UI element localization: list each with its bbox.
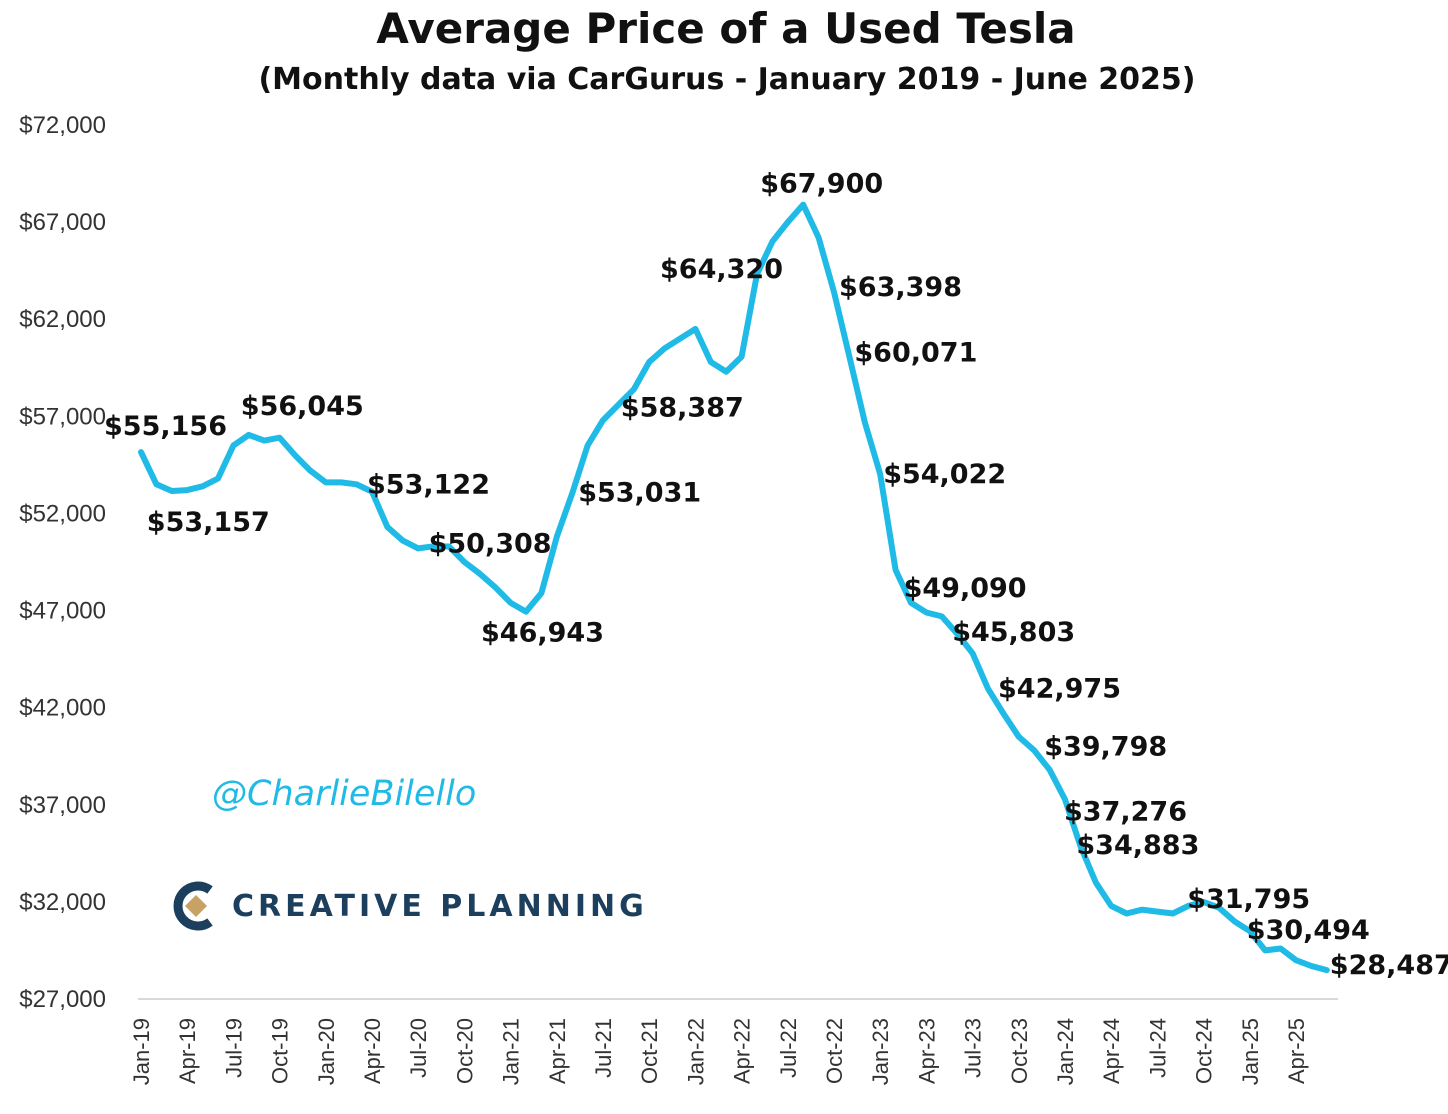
y-tick-label: $62,000 xyxy=(19,306,106,333)
x-tick-label: Apr-21 xyxy=(545,1018,570,1084)
y-tick-label: $52,000 xyxy=(19,500,106,527)
x-axis-ticks: Jan-19 Apr-19 Jul-19 Oct-19 Jan-20 Apr-20 Jul-… xyxy=(129,1018,1309,1085)
x-tick-label: Apr-23 xyxy=(914,1018,939,1084)
data-label: $50,308 xyxy=(429,528,552,559)
logo-text: CREATIVE PLANNING xyxy=(232,888,648,924)
y-tick-label: $37,000 xyxy=(19,792,106,819)
watermark-handle: @CharlieBilello xyxy=(212,774,477,814)
x-tick-label: Apr-20 xyxy=(360,1018,385,1084)
x-tick-label: Jan-25 xyxy=(1238,1018,1263,1085)
x-tick-label: Apr-22 xyxy=(730,1018,755,1084)
data-label: $63,398 xyxy=(839,272,962,303)
x-tick-label: Jan-22 xyxy=(683,1018,708,1085)
y-tick-label: $27,000 xyxy=(19,986,106,1013)
x-tick-label: Oct-22 xyxy=(822,1018,847,1084)
creative-planning-logo-icon xyxy=(173,881,213,931)
y-tick-label: $47,000 xyxy=(19,598,106,625)
data-labels: $55,156 $53,157 $56,045 $53,122 $50,308 $46,9… xyxy=(104,169,1448,981)
data-label: $46,943 xyxy=(481,618,604,649)
x-tick-label: Oct-24 xyxy=(1192,1018,1217,1084)
y-axis-ticks: $72,000 $67,000 $62,000 $57,000 $52,000 $47,0… xyxy=(19,112,106,1013)
chart-title: Average Price of a Used Tesla xyxy=(376,4,1076,53)
data-label: $37,276 xyxy=(1064,796,1187,827)
x-tick-label: Oct-20 xyxy=(452,1018,477,1084)
data-label: $58,387 xyxy=(621,392,744,423)
y-tick-label: $57,000 xyxy=(19,403,106,430)
x-tick-label: Jan-20 xyxy=(314,1018,339,1085)
x-tick-label: Jan-23 xyxy=(868,1018,893,1085)
data-label: $67,900 xyxy=(760,169,883,200)
data-label: $39,798 xyxy=(1044,731,1167,762)
data-label: $49,090 xyxy=(904,573,1027,604)
y-tick-label: $32,000 xyxy=(19,889,106,916)
x-tick-label: Apr-25 xyxy=(1284,1018,1309,1084)
data-label: $60,071 xyxy=(854,338,977,369)
data-label: $45,803 xyxy=(952,617,1075,648)
x-tick-label: Jan-24 xyxy=(1053,1018,1078,1085)
creative-planning-logo: CREATIVE PLANNING xyxy=(170,878,648,934)
x-tick-label: Apr-24 xyxy=(1099,1018,1124,1084)
data-label: $53,031 xyxy=(578,477,701,508)
x-tick-label: Jan-21 xyxy=(499,1018,524,1085)
y-tick-label: $42,000 xyxy=(19,695,106,722)
data-label: $54,022 xyxy=(883,459,1006,490)
x-tick-label: Jul-22 xyxy=(776,1018,801,1078)
x-tick-label: Jul-20 xyxy=(406,1018,431,1078)
x-tick-label: Jul-19 xyxy=(221,1018,246,1078)
x-tick-label: Apr-19 xyxy=(175,1018,200,1084)
data-label: $55,156 xyxy=(104,411,227,442)
x-tick-label: Jul-23 xyxy=(961,1018,986,1078)
x-tick-label: Jul-24 xyxy=(1145,1018,1170,1078)
x-tick-label: Jul-21 xyxy=(591,1018,616,1078)
data-label: $31,795 xyxy=(1187,884,1310,915)
y-tick-label: $67,000 xyxy=(19,209,106,236)
data-label: $28,487 xyxy=(1330,950,1448,981)
x-tick-label: Oct-19 xyxy=(268,1018,293,1084)
y-tick-label: $72,000 xyxy=(19,112,106,139)
x-tick-label: Jan-19 xyxy=(129,1018,154,1085)
data-label: $34,883 xyxy=(1076,830,1199,861)
chart-subtitle: (Monthly data via CarGurus - January 201… xyxy=(258,62,1196,97)
data-label: $56,045 xyxy=(241,391,364,422)
data-label: $53,122 xyxy=(367,470,490,501)
x-tick-label: Oct-23 xyxy=(1007,1018,1032,1084)
data-label: $64,320 xyxy=(660,254,783,285)
data-label: $53,157 xyxy=(147,507,270,538)
price-line xyxy=(138,201,1330,974)
x-tick-label: Oct-21 xyxy=(637,1018,662,1084)
data-label: $42,975 xyxy=(998,674,1121,705)
data-label: $30,494 xyxy=(1247,915,1370,946)
